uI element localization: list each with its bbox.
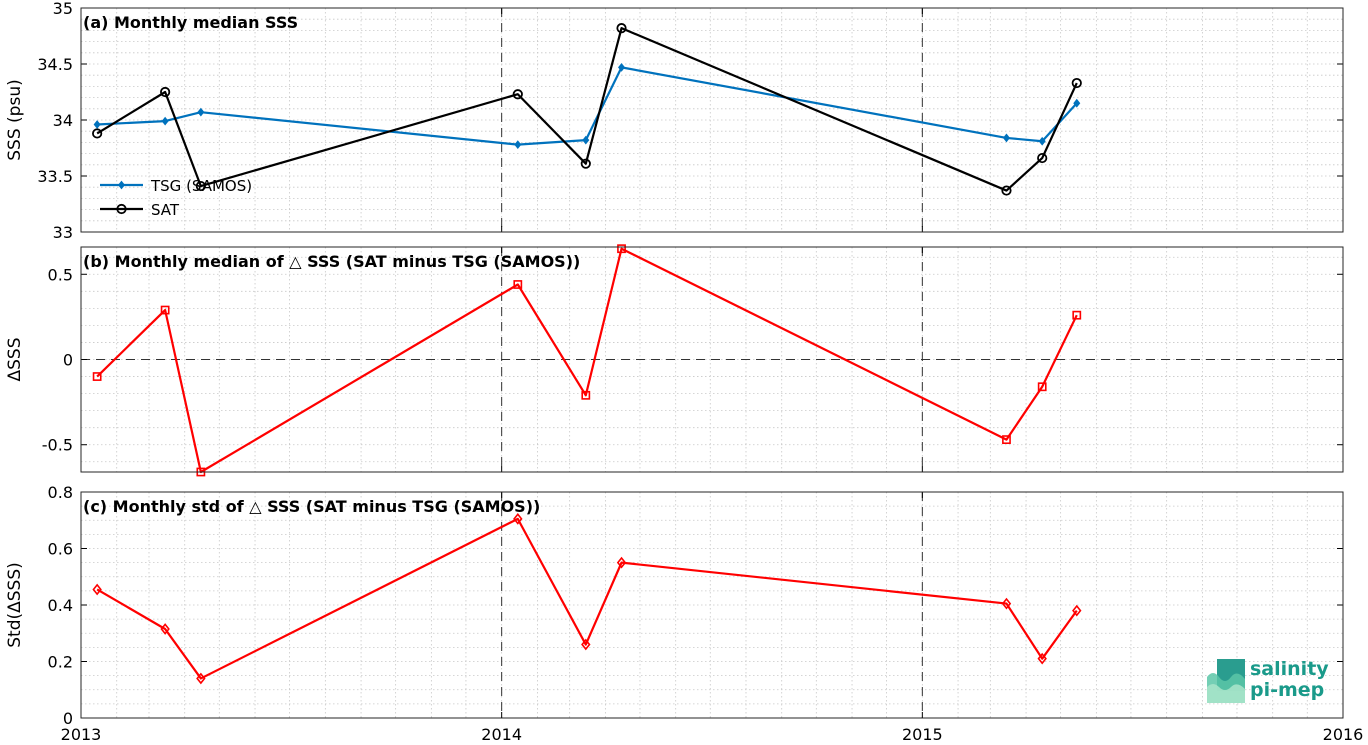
tsg-samos--point (514, 140, 522, 150)
series-0-line (96, 517, 1078, 680)
sat-point (1037, 152, 1048, 164)
series-0-point (1072, 310, 1082, 320)
sat-point (1001, 185, 1012, 196)
series-0-point (581, 390, 591, 400)
tsg-samos--point (618, 62, 626, 72)
legend-label: SAT (151, 201, 180, 219)
sat-point (160, 86, 171, 98)
plot-area (81, 492, 1343, 718)
y-tick-label: 0 (63, 709, 73, 728)
series-0-point (92, 583, 102, 596)
y-axis-label: SSS (psu) (5, 79, 25, 160)
plot-area (81, 8, 1343, 232)
x-axis-labels: 2013 2014 2015 2016 (61, 725, 1364, 744)
series-0-point (1072, 604, 1082, 617)
series-0-point (581, 638, 591, 651)
y-tick-label: 34.5 (37, 55, 73, 74)
y-tick-label: -0.5 (42, 436, 73, 455)
series-0-point (196, 672, 206, 685)
legend: TSG (SAMOS) SAT (100, 177, 252, 219)
y-tick-label: 0 (63, 351, 73, 370)
panel-a: 33 33.5 34 34.5 35 (a) Monthly median SSS SSS … (5, 0, 1344, 242)
series-0-point (1037, 382, 1047, 392)
series-0-point (1001, 597, 1012, 610)
y-tick-label: 33 (53, 223, 73, 242)
sat-point (1071, 77, 1082, 89)
x-tick-label: 2016 (1323, 725, 1364, 744)
series-0-point (616, 556, 627, 569)
series-0-line (96, 247, 1078, 474)
series-0-point (1037, 652, 1047, 665)
panel-b: -0.5 0 0.5 (b) Monthly median of △ SSS (SAT… (5, 244, 1344, 477)
y-tick-label: 0.4 (48, 596, 73, 615)
y-tick-label: 0.2 (48, 653, 73, 672)
legend-sat-marker (116, 203, 127, 215)
y-axis-label: ΔSSS (5, 337, 25, 381)
series-0-point (160, 305, 170, 315)
sat-point (580, 158, 591, 169)
tsg-samos--point (93, 120, 101, 129)
x-tick-label: 2015 (902, 725, 943, 744)
x-tick-label: 2014 (481, 725, 522, 744)
y-tick-label: 0.6 (48, 540, 73, 559)
y-tick-label: 35 (53, 0, 73, 18)
legend-tsg-samos--marker (117, 180, 126, 190)
y-axis-label: Std(ΔSSS) (5, 562, 25, 648)
legend-label: TSG (SAMOS) (150, 177, 252, 195)
tsg-samos--point (1038, 136, 1046, 146)
tsg-samos--point (161, 116, 169, 126)
series-0-point (160, 623, 170, 635)
sat-point (195, 180, 206, 192)
tsg-samos--point (1002, 133, 1010, 143)
tsg-samos--point (582, 135, 590, 145)
logo-line1: salinity (1250, 658, 1329, 680)
panel-title: (c) Monthly std of △ SSS (SAT minus TSG … (83, 497, 540, 516)
series-0-point (513, 512, 523, 525)
x-tick-label: 2013 (61, 725, 102, 744)
sat-point (512, 89, 523, 100)
axes-box (80, 7, 1344, 233)
sat-point (92, 128, 103, 139)
sat-line (96, 27, 1078, 192)
panel-title: (b) Monthly median of △ SSS (SAT minus T… (83, 252, 580, 271)
panel-c: 0 0.2 0.4 0.6 0.8 (c) Monthly std of △ SSS (S… (5, 483, 1344, 728)
y-tick-label: 0.8 (48, 483, 73, 502)
series-0-point (92, 372, 102, 381)
y-tick-label: 0.5 (48, 265, 73, 284)
panel-title: (a) Monthly median SSS (83, 13, 298, 32)
axes-box (80, 246, 1344, 473)
salinity-pi-mep-logo: salinity pi-mep (1205, 655, 1335, 705)
logo-line2: pi-mep (1250, 679, 1325, 701)
tsg-samos--point (1073, 98, 1081, 108)
series-0-point (1002, 435, 1011, 445)
y-tick-label: 34 (53, 111, 73, 130)
series-0-point (513, 280, 523, 289)
tsg-samos--point (197, 107, 205, 117)
y-tick-label: 33.5 (37, 167, 73, 186)
series-0-point (617, 244, 626, 254)
wave-icon (1207, 659, 1245, 703)
axes-box (80, 491, 1344, 719)
sat-point (616, 23, 627, 34)
